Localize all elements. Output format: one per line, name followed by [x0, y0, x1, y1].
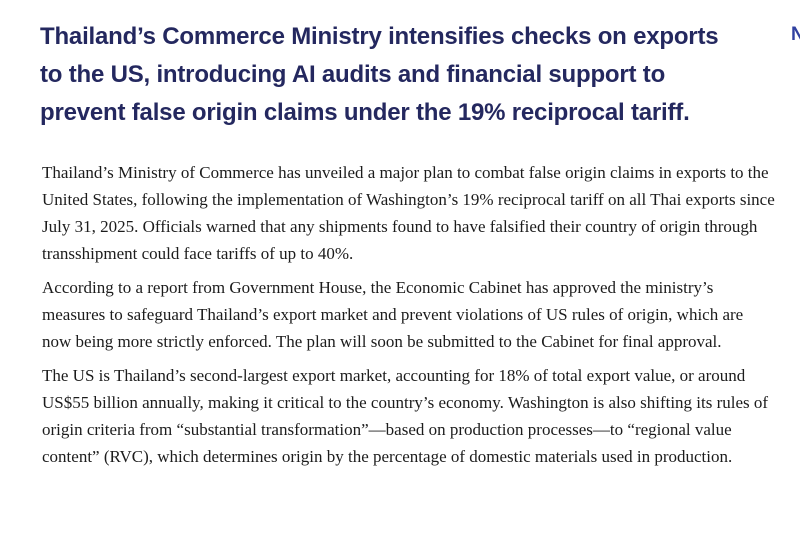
article-paragraph-1: Thailand’s Ministry of Commerce has unve…: [42, 163, 775, 263]
article-paragraph-2: According to a report from Government Ho…: [42, 278, 744, 351]
headline-line-2: to the US, introducing AI audits and fin…: [40, 61, 666, 88]
article-headline: Thailand’s Commerce Ministry intensifies…: [40, 18, 780, 132]
nav-partial-text[interactable]: N: [791, 24, 800, 45]
article-body: Thailand’s Ministry of Commerce has unve…: [42, 159, 776, 477]
headline-line-1: Thailand’s Commerce Ministry intensifies…: [40, 23, 719, 50]
headline-line-3: prevent false origin claims under the 19…: [40, 99, 690, 126]
article-paragraph-3: The US is Thailand’s second-largest expo…: [42, 366, 769, 466]
